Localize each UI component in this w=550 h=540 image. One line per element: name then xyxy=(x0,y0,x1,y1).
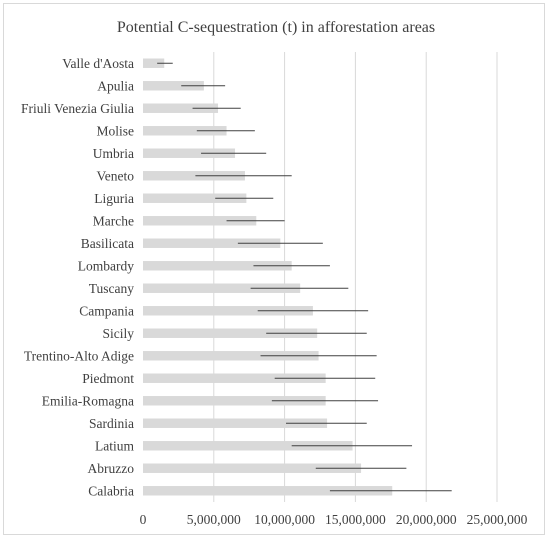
x-tick-label: 20,000,000 xyxy=(396,512,457,527)
bar xyxy=(143,418,328,428)
bar xyxy=(143,148,236,158)
category-label: Latium xyxy=(95,438,134,453)
bar xyxy=(143,193,247,203)
category-label: Lombardy xyxy=(78,258,134,273)
bar xyxy=(143,171,245,181)
category-label: Piedmont xyxy=(82,371,134,386)
x-tick-label: 5,000,000 xyxy=(187,512,241,527)
chart-title: Potential C-sequestration (t) in affores… xyxy=(117,19,435,36)
x-tick-labels: 0 5,000,000 10,000,000 15,000,000 20,000,000… xyxy=(140,512,528,527)
bar xyxy=(143,486,393,496)
bar xyxy=(143,238,281,248)
error-bars xyxy=(157,62,452,492)
bar xyxy=(143,58,165,68)
category-label: Sicily xyxy=(102,326,134,341)
bar xyxy=(143,396,326,406)
bar xyxy=(143,328,318,338)
category-label: Sardinia xyxy=(89,416,134,431)
category-label: Basilicata xyxy=(81,236,134,251)
bar xyxy=(143,283,301,293)
category-label: Apulia xyxy=(97,78,134,93)
x-tick-label: 0 xyxy=(140,512,147,527)
category-label: Umbria xyxy=(93,146,134,161)
category-label: Valle d'Aosta xyxy=(62,56,134,71)
gridlines xyxy=(213,52,498,502)
bar xyxy=(143,261,292,271)
bar xyxy=(143,351,319,361)
category-label: Abruzzo xyxy=(88,461,135,476)
bar xyxy=(143,126,227,136)
category-label: Emilia-Romagna xyxy=(42,393,134,408)
bar xyxy=(143,441,353,451)
category-label: Friuli Venezia Giulia xyxy=(21,101,134,116)
bar xyxy=(143,463,362,473)
bar xyxy=(143,81,204,91)
bar xyxy=(143,306,313,316)
x-tick-label: 25,000,000 xyxy=(467,512,528,527)
category-label: Marche xyxy=(93,213,134,228)
bar xyxy=(143,103,219,113)
category-label: Tuscany xyxy=(89,281,135,296)
category-label: Liguria xyxy=(94,191,134,206)
x-tick-label: 10,000,000 xyxy=(254,512,315,527)
bar xyxy=(143,373,326,383)
category-label: Campania xyxy=(79,303,134,318)
bar xyxy=(143,216,257,226)
category-label: Calabria xyxy=(88,483,134,498)
category-label: Trentino-Alto Adige xyxy=(24,348,134,363)
x-tick-label: 15,000,000 xyxy=(325,512,386,527)
category-label: Veneto xyxy=(97,168,135,183)
category-label: Molise xyxy=(96,123,134,138)
category-labels: Valle d'Aosta Apulia Friuli Venezia Giulia… xyxy=(21,56,134,499)
bars xyxy=(143,58,393,496)
